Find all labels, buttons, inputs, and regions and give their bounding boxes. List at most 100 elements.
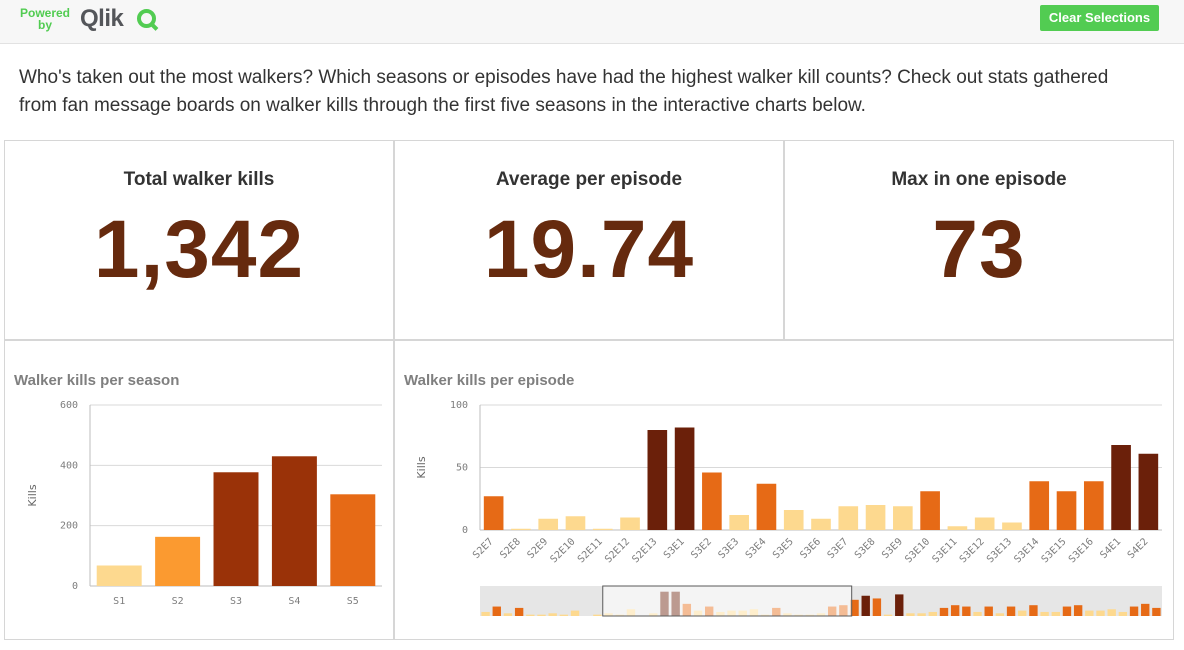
navigator-bar <box>1096 610 1105 616</box>
navigator-bar <box>1085 610 1094 616</box>
bar-s1 <box>96 565 142 586</box>
navigator-bar <box>1129 606 1139 616</box>
x-tick-label: S3E13 <box>985 536 1014 565</box>
navigator-window <box>602 585 853 617</box>
navigator-bar <box>593 614 602 616</box>
bar-s2e9 <box>538 518 559 530</box>
bar-s5 <box>330 494 376 586</box>
navigator-bar <box>514 607 524 616</box>
bar-s3e10 <box>920 491 940 530</box>
x-tick-label: S3E9 <box>880 536 905 561</box>
bar-s3e14 <box>1029 481 1050 530</box>
navigator-bar <box>1006 606 1016 616</box>
qlik-logo: Qlik <box>80 5 124 32</box>
x-tick-label: S4E2 <box>1126 536 1151 561</box>
x-tick-label: S3E4 <box>744 536 769 561</box>
episode-chart-panel[interactable]: Walker kills per episode 0 50 100 Kills S2E7… <box>394 340 1174 640</box>
kpi-value: 73 <box>932 204 1026 295</box>
navigator-bar <box>526 614 535 616</box>
chart-title: Walker kills per season <box>14 372 180 389</box>
x-tick-label: S3E15 <box>1040 536 1069 565</box>
x-tick-label: S2E10 <box>549 536 578 565</box>
bar-s3e7 <box>838 506 859 530</box>
navigator-bar <box>1029 605 1038 616</box>
navigator-bar <box>1141 603 1150 616</box>
y-axis-title: Kills <box>415 456 428 478</box>
navigator-bar <box>872 598 882 616</box>
x-tick-label: S3E10 <box>903 536 932 565</box>
navigator-bar <box>1073 605 1083 616</box>
bar-s3 <box>213 472 259 586</box>
season-bar-chart[interactable]: 0 200 400 600 Kills S1 S2 S3 S4 S5 <box>5 341 393 639</box>
x-tick-label: S2E7 <box>471 536 496 561</box>
navigator-bar <box>1051 611 1060 616</box>
navigator-bar <box>928 611 937 616</box>
bar-s3e13 <box>1002 522 1022 530</box>
bar-s3e3 <box>729 515 749 530</box>
top-bar: Powered by Qlik Clear Selections <box>0 0 1184 44</box>
x-tick-label: S2E12 <box>603 536 632 565</box>
x-tick-label: S3E11 <box>930 536 959 565</box>
x-tick-label: S2E11 <box>576 536 605 565</box>
x-tick-label: S3E8 <box>853 536 878 561</box>
kpi-value: 1,342 <box>93 204 305 295</box>
bar-s4 <box>271 456 317 586</box>
bar-s4e1 <box>1111 445 1131 530</box>
x-tick-label: S1 <box>113 596 125 607</box>
bar-s3e5 <box>783 510 804 530</box>
powered-line-1: Powered <box>19 6 70 20</box>
kpi-value: 19.74 <box>483 204 695 295</box>
navigator-bar <box>1018 610 1027 616</box>
x-tick-label: S4E1 <box>1098 536 1123 561</box>
bar-s2e11 <box>592 528 613 530</box>
bar-s3e1 <box>674 427 695 530</box>
navigator-bar <box>917 613 926 616</box>
x-tick-label: S3E16 <box>1067 536 1096 565</box>
x-tick-label: S2E8 <box>498 536 523 561</box>
x-tick-label: S4 <box>288 596 300 607</box>
kpi-title: Average per episode <box>495 169 683 190</box>
x-tick-label: S3E3 <box>716 536 741 561</box>
y-tick-label: 50 <box>456 463 468 474</box>
x-tick-label: S5 <box>347 596 359 607</box>
kpi-max-one-episode[interactable]: Max in one episode 73 <box>784 140 1174 340</box>
intro-text: Who's taken out the most walkers? Which … <box>19 67 1109 116</box>
navigator-bar <box>537 614 546 616</box>
bar-s2e12 <box>620 517 640 530</box>
x-tick-label: S3E6 <box>798 536 823 561</box>
navigator-bar <box>962 606 971 616</box>
navigator-bar <box>1152 607 1161 616</box>
kpi-total-kills[interactable]: Total walker kills 1,342 <box>4 140 394 340</box>
episode-bar-chart[interactable]: 0 50 100 Kills S2E7 S2E8 S2E9S2E10S2E11S2E12S2… <box>395 341 1173 639</box>
bar-s4e2 <box>1138 453 1159 530</box>
x-tick-label: S3E14 <box>1012 536 1041 565</box>
y-tick-label: 200 <box>60 521 78 532</box>
bar-s3e16 <box>1083 481 1104 530</box>
season-chart-panel[interactable]: Walker kills per season 0 200 400 600 Kills S… <box>4 340 394 640</box>
qlik-logo-icon <box>137 9 156 28</box>
powered-by-label: Powered by <box>18 7 72 31</box>
navigator-bar <box>1040 611 1049 616</box>
bar-s2e8 <box>511 528 531 530</box>
navigator-bar <box>906 613 915 616</box>
bar-s3e15 <box>1056 491 1077 530</box>
navigator-bar <box>895 594 904 616</box>
clear-selections-button[interactable]: Clear Selections <box>1040 5 1159 31</box>
bar-s3e8 <box>865 505 886 530</box>
x-tick-label: S3E7 <box>826 536 851 561</box>
bar-s2 <box>155 536 201 586</box>
navigator-bar <box>548 613 557 616</box>
bar-s3e4 <box>756 483 777 530</box>
bar-s2e13 <box>647 430 668 530</box>
navigator-bar <box>973 611 982 616</box>
y-axis-title: Kills <box>26 484 39 506</box>
bar-s2e10 <box>565 516 586 530</box>
bar-s3e11 <box>947 526 968 530</box>
kpi-average-per-episode[interactable]: Average per episode 19.74 <box>394 140 784 340</box>
navigator-bar <box>1062 606 1072 616</box>
chart-title: Walker kills per episode <box>404 372 575 389</box>
x-tick-label: S3E1 <box>662 536 687 561</box>
bar-s3e9 <box>893 506 913 530</box>
navigator-bar <box>939 607 949 616</box>
navigator-bar <box>570 610 580 616</box>
